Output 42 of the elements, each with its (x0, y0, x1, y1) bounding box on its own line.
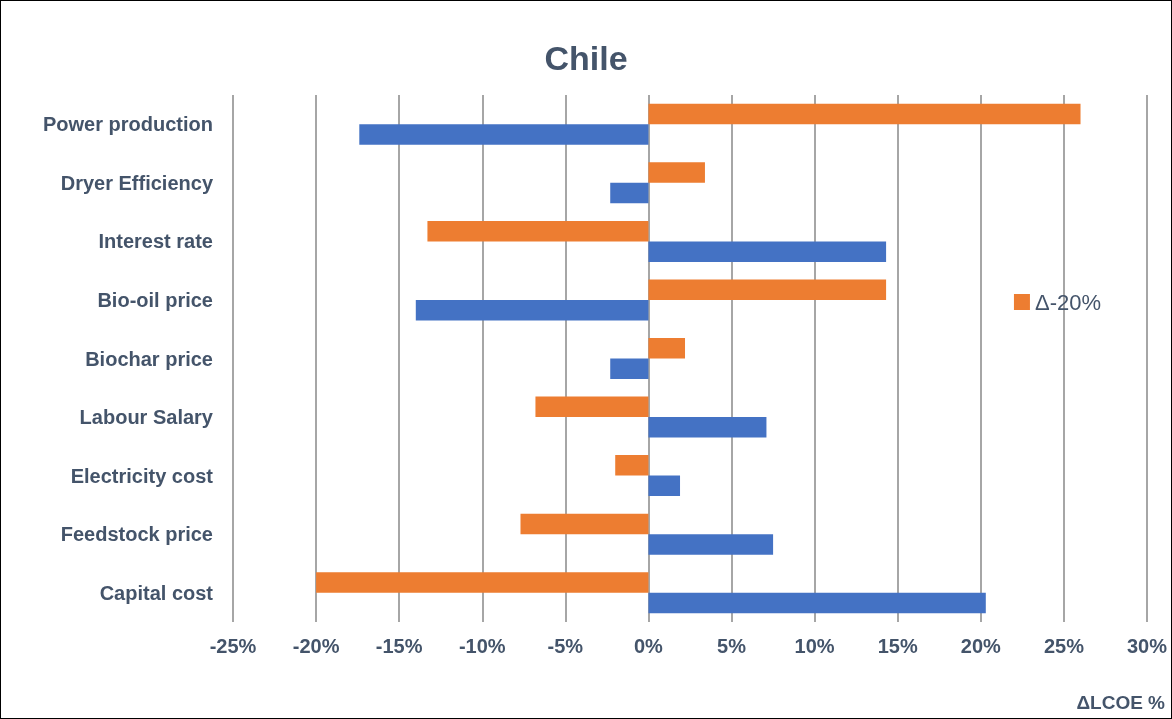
bar (648, 338, 686, 359)
x-tick-label: -25% (209, 635, 257, 657)
bar (359, 124, 649, 145)
y-tick-label: Power production (43, 113, 213, 136)
y-tick-label: Biochar price (85, 347, 213, 370)
bar (316, 572, 649, 593)
y-tick-label: Feedstock price (60, 523, 213, 546)
bar (648, 162, 705, 183)
y-tick-label: Dryer Efficiency (60, 171, 214, 194)
y-tick-label: Labour Salary (79, 406, 214, 429)
x-tick-label: -15% (375, 635, 423, 657)
y-tick-label: Electricity cost (70, 464, 214, 487)
bar (648, 417, 767, 438)
bar (415, 299, 649, 321)
x-tick-label: 10% (794, 635, 835, 657)
x-tick-label: -5% (547, 635, 584, 657)
bar (648, 592, 986, 614)
x-tick-label: 20% (960, 635, 1002, 657)
x-tick-label: -10% (458, 635, 506, 657)
bar (648, 475, 681, 497)
y-tick-label: Capital cost (99, 581, 214, 604)
bar (610, 358, 649, 379)
bar (648, 241, 887, 262)
x-tick-label: -20% (292, 635, 340, 657)
bar (610, 182, 649, 204)
legend-label: Δ-20% (1034, 289, 1102, 315)
x-axis-title: ΔLCOE % (1076, 692, 1166, 713)
bar (535, 396, 649, 418)
chart-title: Chile (544, 39, 628, 77)
y-tick-label: Interest rate (98, 230, 213, 253)
bar (648, 103, 1081, 125)
x-tick-label: 25% (1043, 635, 1085, 657)
bar (648, 534, 774, 555)
bar (648, 279, 887, 300)
bar (520, 513, 649, 535)
y-tick-label: Bio-oil price (97, 288, 213, 311)
x-tick-label: 15% (877, 635, 918, 657)
x-tick-label: 30% (1126, 635, 1168, 657)
bar (615, 455, 649, 476)
x-tick-label: 5% (717, 635, 747, 657)
bar (427, 220, 649, 242)
x-tick-label: 0% (634, 635, 664, 657)
